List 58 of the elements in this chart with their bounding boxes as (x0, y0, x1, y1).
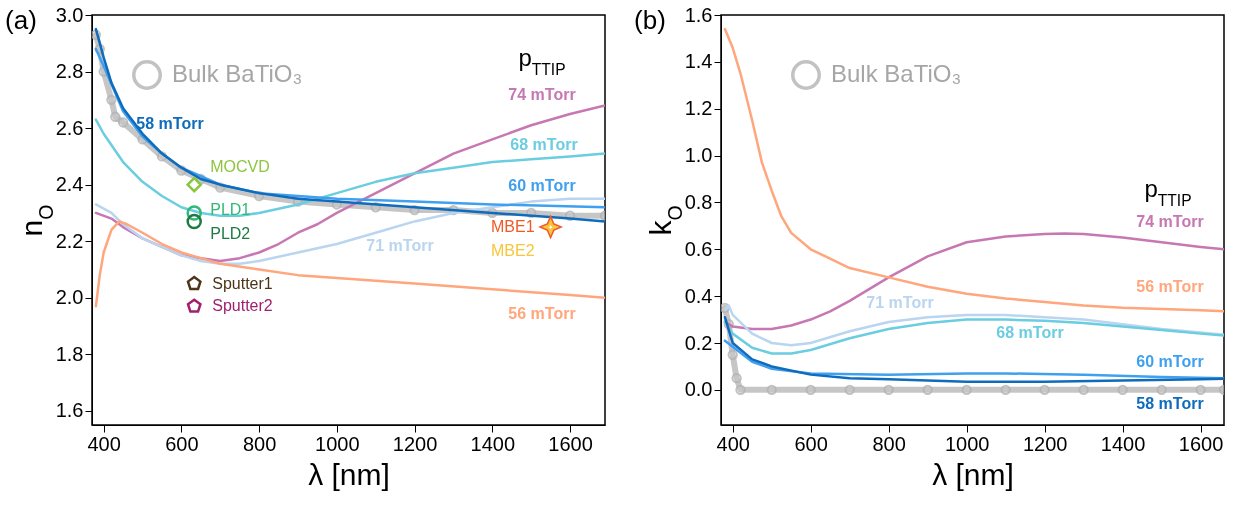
series-label: PLD1 (210, 200, 251, 218)
series-label: 60 mTorr (1136, 353, 1204, 370)
x-tick-label: 400 (716, 432, 750, 455)
series-label: MBE1 (491, 218, 535, 236)
y-tick-label: 0.4 (684, 284, 713, 307)
series-label: Sputter1 (212, 274, 273, 292)
y-tick-label: 0.0 (684, 378, 713, 401)
y-tick-label: 1.6 (55, 399, 84, 422)
series-label: MOCVD (210, 157, 270, 175)
x-tick-label: 1600 (1178, 432, 1224, 455)
legend-label: Bulk BaTiO₃ (172, 60, 303, 87)
series-label: 58 mTorr (1136, 395, 1204, 412)
y-tick-label: 1.2 (684, 97, 713, 120)
series-label: 58 mTorr (136, 115, 204, 132)
y-tick-label: 0.8 (684, 190, 713, 213)
legend-title: p$_{TTIP}$ (1144, 175, 1192, 209)
legend-label: Bulk BaTiO₃ (831, 60, 962, 87)
series-label: 68 mTorr (510, 136, 578, 153)
y-tick-label: 2.0 (55, 286, 84, 309)
y-tick-label: 3.0 (55, 3, 84, 26)
x-tick-label: 600 (165, 432, 199, 455)
y-tick-label: 2.2 (55, 229, 84, 252)
series-label: PLD2 (210, 225, 251, 243)
series-label: 74 mTorr (508, 86, 576, 103)
series-label: 56 mTorr (508, 305, 576, 322)
x-tick-label: 1600 (548, 432, 593, 455)
y-tick-label: 0.6 (684, 237, 713, 260)
chart-title: (b) (634, 5, 666, 35)
x-axis-title: λ [nm] (932, 457, 1014, 491)
y-tick-label: 1.6 (684, 3, 713, 26)
y-tick-label: 0.2 (684, 331, 713, 354)
x-tick-label: 800 (872, 432, 906, 455)
series-label: Sputter2 (212, 297, 273, 315)
x-tick-label: 1200 (392, 432, 438, 455)
chart-title: (a) (5, 5, 37, 35)
y-tick-label: 1.4 (684, 50, 713, 73)
y-tick-label: 1.8 (55, 342, 84, 365)
series-label: 56 mTorr (1136, 278, 1204, 295)
x-tick-label: 1000 (315, 432, 360, 455)
x-tick-label: 600 (794, 432, 828, 455)
x-tick-label: 1200 (1022, 432, 1068, 455)
x-tick-label: 1000 (944, 432, 990, 455)
y-tick-label: 1.0 (684, 144, 713, 167)
y-tick-label: 2.6 (55, 116, 84, 139)
series-label: 74 mTorr (1136, 213, 1204, 230)
series-label: 71 mTorr (866, 294, 934, 311)
series-label: 68 mTorr (996, 324, 1064, 341)
series-label: 60 mTorr (508, 177, 576, 194)
x-tick-label: 800 (242, 432, 277, 455)
x-tick-label: 1400 (470, 432, 516, 455)
y-tick-label: 2.4 (55, 173, 84, 196)
y-tick-label: 2.8 (55, 60, 84, 83)
x-axis-title: λ [nm] (308, 457, 390, 491)
series-label: 71 mTorr (366, 237, 434, 254)
legend-title: p$_{TTIP}$ (518, 44, 566, 78)
x-tick-label: 400 (87, 432, 121, 455)
x-tick-label: 1400 (1100, 432, 1146, 455)
series-label: MBE2 (491, 242, 535, 260)
